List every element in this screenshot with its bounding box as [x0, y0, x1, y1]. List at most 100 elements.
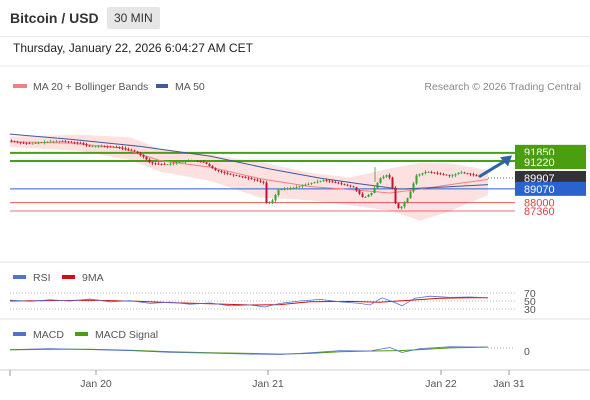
candle-body — [205, 162, 208, 164]
candle-body — [172, 163, 175, 165]
candle-body — [472, 174, 475, 176]
research-credit: Research © 2026 Trading Central — [424, 81, 581, 93]
candle-body — [223, 171, 226, 173]
level-label-88000: 88000 — [524, 198, 555, 210]
candle-body — [154, 163, 157, 165]
legend-label-rsi-ma: 9MA — [82, 272, 104, 284]
chart-title: Bitcoin / USD — [10, 10, 99, 26]
candle-body — [103, 146, 106, 148]
candle-body — [118, 147, 121, 148]
candle-body — [76, 142, 79, 144]
candle-body — [244, 177, 247, 178]
timeframe-button[interactable]: 30 MIN — [107, 7, 160, 29]
candle-body — [403, 202, 406, 207]
level-label-bg-89907 — [515, 171, 586, 186]
legend-label-rsi: RSI — [33, 272, 51, 284]
header-divider — [0, 36, 590, 37]
candle-body — [442, 173, 445, 175]
x-tick-jan20: Jan 20 — [80, 378, 112, 390]
candle-body — [382, 176, 385, 179]
candle-body — [304, 184, 307, 186]
candle-body — [142, 154, 145, 157]
forecast-arrow-head — [500, 155, 512, 167]
candle-body — [82, 143, 85, 145]
candle-body — [112, 146, 115, 148]
candle-body — [451, 175, 454, 177]
candle-body — [349, 185, 352, 187]
candle-body — [67, 141, 70, 143]
candle-body — [268, 202, 271, 204]
candle-body — [130, 149, 133, 151]
candle-body — [334, 181, 337, 183]
candle-body — [139, 153, 142, 155]
rsi-tick-50: 50 — [524, 296, 536, 308]
candle-body — [220, 170, 223, 172]
candle-body — [40, 142, 43, 144]
candle-body — [199, 161, 202, 163]
candle-body — [208, 163, 211, 167]
candle-body — [313, 182, 316, 184]
rsi-tick-30: 30 — [524, 304, 536, 316]
candle-body — [289, 188, 292, 190]
candle-body — [52, 141, 55, 143]
candle-body — [343, 184, 346, 185]
level-label-bg-91220 — [515, 155, 586, 169]
legend-label-ma20: MA 20 + Bollinger Bands — [33, 81, 148, 93]
candle-body — [46, 141, 49, 143]
candle-body — [73, 141, 76, 143]
candle-body — [253, 178, 256, 180]
candle-body — [406, 198, 409, 203]
candle-body — [184, 161, 187, 163]
candle-body — [250, 178, 253, 180]
candle-body — [340, 183, 343, 185]
legend-label-macd: MACD — [33, 329, 64, 341]
candle-body — [262, 181, 265, 183]
legend-swatch-ma50 — [156, 84, 168, 88]
candle-body — [145, 156, 148, 160]
candle-body — [325, 180, 328, 181]
candle-body — [127, 148, 130, 150]
candle-body — [217, 170, 220, 171]
level-label-91220: 91220 — [524, 157, 555, 169]
candle-body — [151, 162, 154, 164]
macd-signal-line — [9, 346, 489, 355]
candle-body — [259, 180, 262, 182]
candle-body — [466, 173, 469, 174]
candle-body — [187, 161, 190, 162]
legend-swatch-macd — [13, 332, 26, 336]
macd-line — [9, 346, 489, 355]
candle-body — [31, 143, 34, 145]
candle-body — [175, 162, 178, 164]
candle-body — [202, 161, 205, 163]
candle-body — [412, 183, 415, 192]
candle-body — [469, 173, 472, 175]
candle-body — [433, 172, 436, 174]
candle-body — [10, 140, 13, 142]
x-tick-jan21: Jan 21 — [252, 378, 284, 390]
legend-swatch-rsi-ma — [62, 275, 75, 279]
candle-body — [265, 182, 268, 203]
candle-body — [397, 203, 400, 209]
legend-label-macd-signal: MACD Signal — [95, 329, 158, 341]
candle-body — [232, 174, 235, 176]
candle-body — [19, 142, 22, 144]
candle-body — [34, 143, 37, 144]
candle-body — [133, 150, 136, 152]
candle-body — [79, 142, 82, 144]
candle-body — [364, 196, 367, 198]
candle-body — [43, 142, 46, 143]
candle-body — [193, 160, 196, 162]
x-tick-jan31: Jan 31 — [493, 378, 525, 390]
candle-body — [106, 146, 109, 148]
candle-body — [85, 144, 88, 146]
rsi-ma-line — [9, 297, 488, 306]
candle-body — [88, 145, 91, 147]
candle-body — [166, 164, 169, 166]
legend-swatch-ma20 — [13, 84, 27, 88]
candle-body — [316, 181, 319, 183]
candle-body — [121, 147, 124, 149]
candle-body — [475, 175, 478, 177]
candle-body — [448, 175, 451, 177]
